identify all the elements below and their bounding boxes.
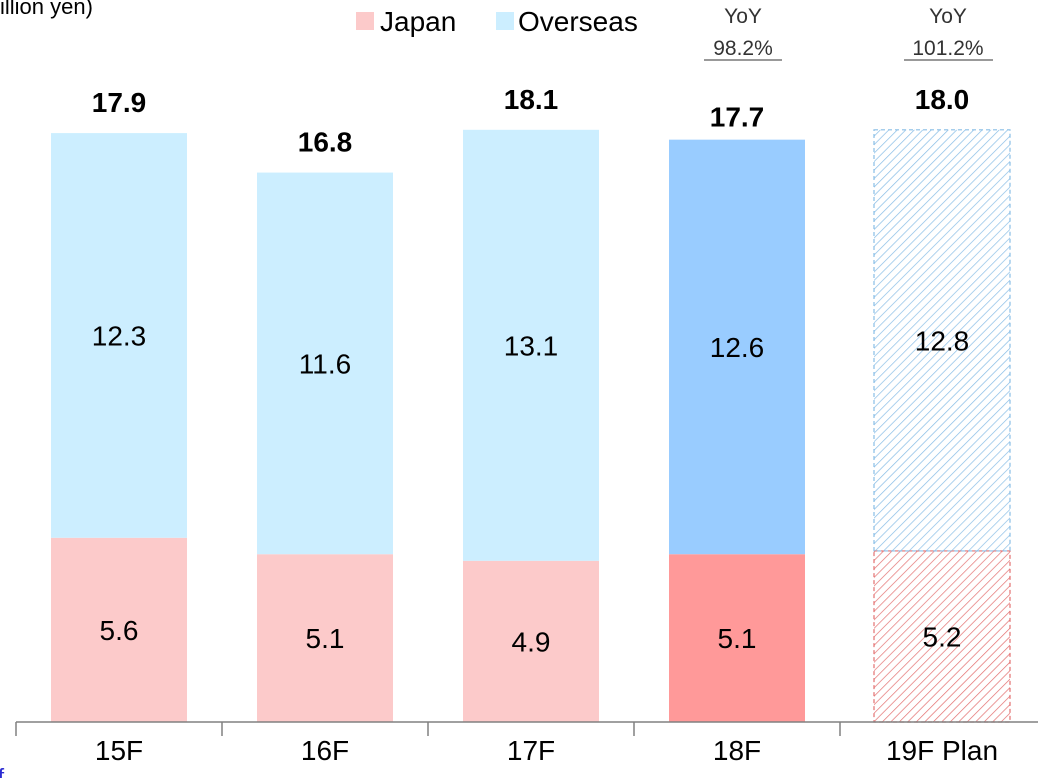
total-label-19f-plan: 18.0 <box>915 84 970 115</box>
yoy-label-18f: YoY <box>724 5 762 28</box>
total-label-16f: 16.8 <box>298 127 353 158</box>
x-tick-label-15f: 15F <box>95 735 143 766</box>
x-tick-label-19f-plan: 19F Plan <box>886 735 998 766</box>
bar-japan-18f <box>669 554 805 722</box>
value-label-japan-19f-plan: 5.2 <box>923 621 962 652</box>
corner-mark: f <box>0 764 5 778</box>
legend-swatch-japan <box>356 12 374 30</box>
x-tick-label-18f: 18F <box>713 735 761 766</box>
value-label-overseas-15f: 12.3 <box>92 320 147 351</box>
bar-japan-16f <box>257 554 393 722</box>
total-label-15f: 17.9 <box>92 87 147 118</box>
bar-overseas-15f <box>51 133 187 538</box>
value-label-overseas-19f-plan: 12.8 <box>915 325 970 356</box>
value-label-japan-18f: 5.1 <box>718 623 757 654</box>
x-tick-label-16f: 16F <box>301 735 349 766</box>
value-label-japan-17f: 4.9 <box>512 626 551 657</box>
value-label-japan-16f: 5.1 <box>306 623 345 654</box>
value-label-japan-15f: 5.6 <box>100 615 139 646</box>
legend-swatch-overseas <box>496 12 514 30</box>
bars: 5.6 12.3 17.9 5.1 11.6 16.8 4.9 13.1 18.1 5.1 12.6… <box>51 84 1011 723</box>
bar-overseas-18f <box>669 139 805 555</box>
value-label-overseas-18f: 12.6 <box>710 332 765 363</box>
unit-label: (Billion yen) <box>0 0 93 19</box>
bar-japan-17f <box>463 560 599 722</box>
total-label-18f: 17.7 <box>710 102 765 133</box>
yoy-value-19f-plan: 101.2% <box>912 37 983 60</box>
legend: Japan Overseas <box>356 6 638 37</box>
yoy-label-19f-plan: YoY <box>929 5 967 28</box>
yoy-annotations: YoY 98.2% YoY 101.2% <box>704 5 993 61</box>
legend-label-japan: Japan <box>380 6 456 37</box>
bar-japan-19f-plan <box>873 550 1011 723</box>
bar-overseas-17f <box>463 129 599 561</box>
bar-overseas-19f-plan <box>873 129 1011 552</box>
x-axis: 15F 16F 17F 18F 19F Plan <box>15 721 1038 766</box>
bar-japan-15f <box>51 537 187 722</box>
total-label-17f: 18.1 <box>504 84 559 115</box>
legend-label-overseas: Overseas <box>518 6 638 37</box>
value-label-overseas-17f: 13.1 <box>504 330 559 361</box>
value-label-overseas-16f: 11.6 <box>299 348 351 379</box>
yoy-value-18f: 98.2% <box>713 37 773 60</box>
bar-overseas-16f <box>257 172 393 555</box>
x-tick-label-17f: 17F <box>507 735 555 766</box>
